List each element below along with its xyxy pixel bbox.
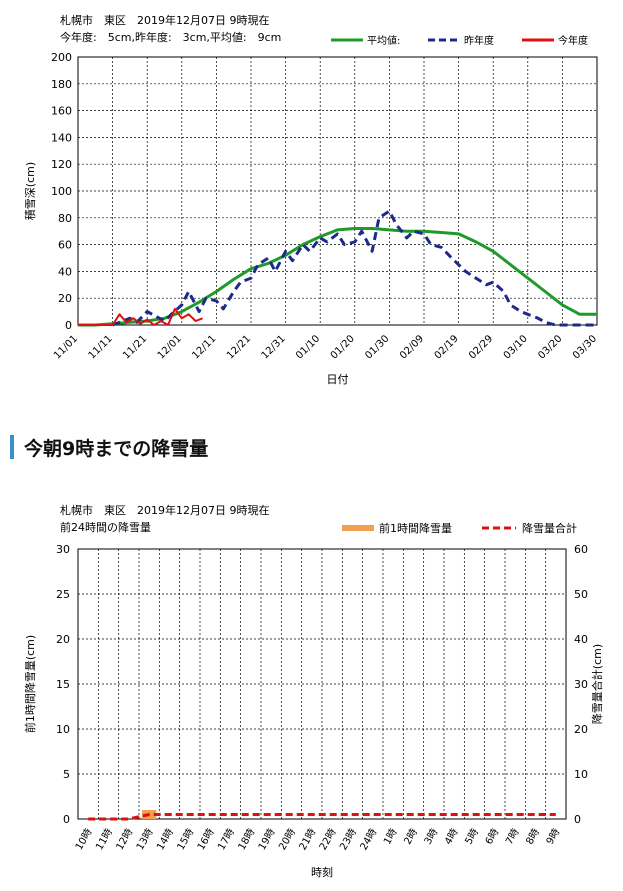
snow-depth-plot: 0 20 40 60 80 100 120 140 160 180 200 11/01 11/11 11/… [23,34,599,386]
snowfall-chart: 札幌市 東区 2019年12月07日 9時現在 前24時間の降雪量 0 5 10 15… [0,490,623,891]
chart1-header-line1: 札幌市 東区 2019年12月07日 9時現在 [60,14,270,27]
y-left-tick-label: 15 [56,678,70,691]
y-left-tick-label: 20 [56,633,70,646]
y-left-tick-label: 0 [63,813,70,826]
x-tick-label: 03/20 [536,333,564,361]
x-tick-label: 8時 [524,827,543,847]
snowfall-plot: 0 5 10 15 20 25 30 0 10 20 30 40 50 60 10時 11時 12時 13時 14時… [23,521,604,879]
y-right-tick-label: 30 [574,678,588,691]
y-tick-label: 20 [58,292,72,305]
x-tick-label: 23時 [337,827,359,853]
y-left-tick-label: 10 [56,723,70,736]
y-right-tick-label: 0 [574,813,581,826]
snow-depth-chart: 札幌市 東区 2019年12月07日 9時現在 今年度: 5cm,昨年度: 3c… [0,0,623,400]
y-right-tick-label: 20 [574,723,588,736]
x-tick-label: 12/21 [225,333,253,361]
x-tick-label: 11/21 [121,333,149,361]
x-tick-label: 7時 [503,827,522,847]
x-tick-label: 02/29 [467,333,495,361]
y-tick-label: 60 [58,239,72,252]
x-tick-label: 03/10 [502,333,530,361]
x-tick-label: 12/31 [260,333,288,361]
y-axis-label: 積雪深(cm) [23,162,37,220]
y-tick-label: 140 [51,131,72,144]
y-right-tick-label: 60 [574,543,588,556]
x-tick-label: 9時 [544,827,563,847]
x-tick-label: 20時 [276,827,298,853]
x-tick-label: 15時 [175,827,197,853]
x-tick-label: 19時 [256,827,278,853]
y-left-tick-label: 5 [63,768,70,781]
x-tick-label: 01/10 [294,333,322,361]
x-tick-label: 12時 [114,827,136,853]
y-tick-label: 0 [65,319,72,332]
x-tick-label: 01/30 [363,333,391,361]
series-line-total [88,813,556,821]
x-tick-label: 14時 [154,827,176,853]
x-tick-label: 12/01 [156,333,184,361]
y-right-axis-label: 降雪量合計(cm) [590,644,604,724]
x-tick-label: 10時 [73,827,95,853]
x-tick-label: 2時 [402,827,421,847]
x-tick-label: 11/11 [87,333,115,361]
y-tick-label: 80 [58,212,72,225]
y-tick-label: 180 [51,78,72,91]
x-tick-label: 18時 [236,827,258,853]
x-tick-label: 11/01 [52,333,80,361]
x-tick-label: 11時 [93,827,115,853]
x-tick-label: 4時 [442,827,461,847]
x-tick-label: 16時 [195,827,217,853]
x-tick-label: 21時 [297,827,319,853]
x-tick-label: 02/19 [433,333,461,361]
y-tick-label: 100 [51,185,72,198]
x-tick-label: 17時 [215,827,237,853]
y-left-axis-label: 前1時間降雪量(cm) [23,635,37,733]
chart2-header-line2: 前24時間の降雪量 [60,521,151,534]
legend-label-last_year: 昨年度 [464,34,494,47]
y-right-tick-label: 10 [574,768,588,781]
x-tick-label: 03/30 [571,333,599,361]
section-title: 今朝9時までの降雪量 [24,438,209,460]
x-tick-label: 3時 [422,827,441,847]
x-tick-label: 5時 [463,827,482,847]
y-right-tick-label: 40 [574,633,588,646]
x-axis-label: 時刻 [311,865,333,879]
series-line-average [78,227,597,327]
x-tick-label: 12/11 [190,333,218,361]
legend-label-average: 平均値: [367,34,400,47]
y-tick-label: 200 [51,51,72,64]
legend-label-this_year: 今年度 [558,34,588,47]
chart2-header-line1: 札幌市 東区 2019年12月07日 9時現在 [60,504,270,517]
x-tick-label: 01/20 [329,333,357,361]
x-tick-label: 1時 [381,827,400,847]
series-line-last_year [112,209,597,327]
x-tick-label: 24時 [358,827,380,853]
y-tick-label: 40 [58,265,72,278]
x-axis-label: 日付 [327,373,349,386]
chart1-header-line2: 今年度: 5cm,昨年度: 3cm,平均値: 9cm [60,31,282,44]
legend-label-total: 降雪量合計 [522,521,577,535]
x-tick-label: 13時 [134,827,156,853]
x-tick-label: 6時 [483,827,502,847]
legend-label-hourly: 前1時間降雪量 [379,521,452,535]
y-left-tick-label: 30 [56,543,70,556]
series-line-this_year [78,307,203,326]
x-tick-label: 22時 [317,827,339,853]
x-tick-label: 02/09 [398,333,426,361]
legend-swatch-hourly [342,525,374,531]
y-right-tick-label: 50 [574,588,588,601]
section-header: 今朝9時までの降雪量 [0,432,623,462]
y-tick-label: 120 [51,158,72,171]
y-left-tick-label: 25 [56,588,70,601]
section-accent-bar [10,435,14,459]
y-tick-label: 160 [51,105,72,118]
